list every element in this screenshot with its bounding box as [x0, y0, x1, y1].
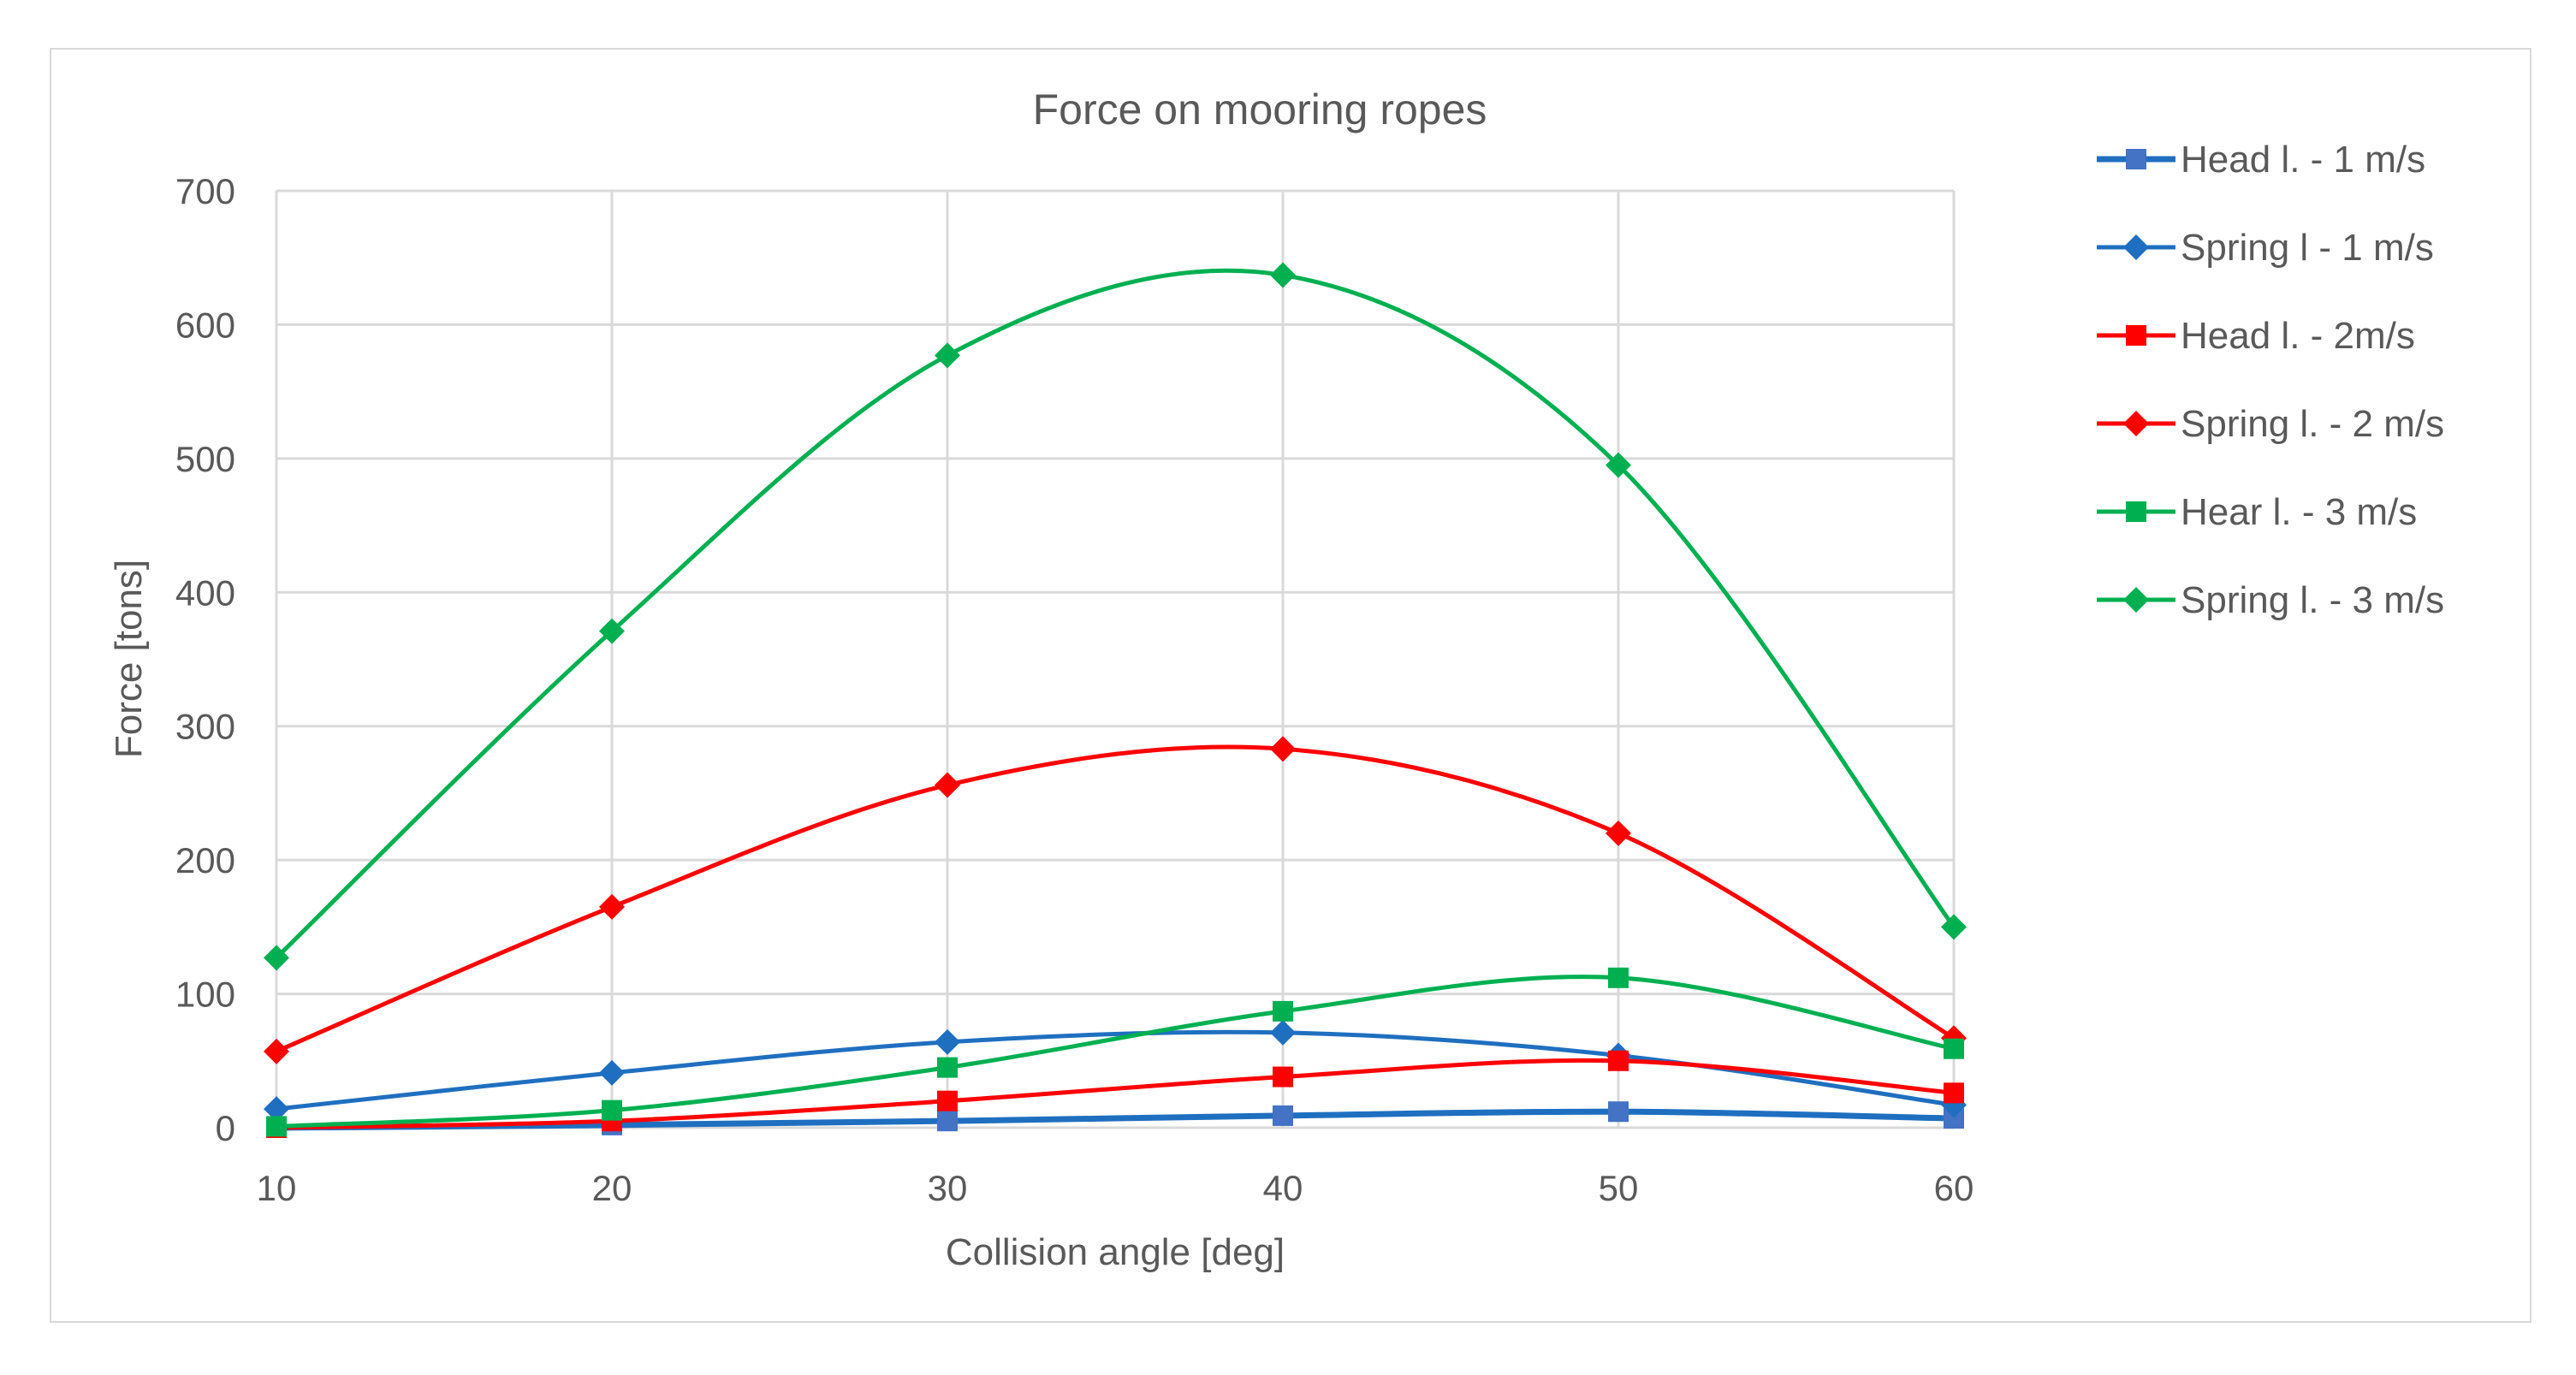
legend-item: Head l. - 1 m/s — [2097, 139, 2425, 181]
y-tick-label: 200 — [175, 840, 235, 880]
data-point-square — [266, 1116, 287, 1137]
series-line — [273, 1108, 1957, 1131]
series-4 — [264, 736, 1967, 1064]
data-point-square — [1273, 1105, 1293, 1126]
data-point-square — [937, 1090, 958, 1111]
series-6 — [264, 262, 1967, 971]
data-point-diamond — [935, 342, 960, 369]
data-point-diamond — [935, 772, 960, 798]
series-3 — [266, 1050, 1964, 1138]
legend-label: Hear l. - 3 m/s — [2181, 491, 2417, 533]
x-axis-ticks: 10 20 30 40 50 60 — [257, 1168, 1974, 1208]
series-line — [274, 268, 1956, 960]
data-point-square — [1273, 1000, 1293, 1022]
legend: Head l. - 1 m/s Spring l - 1 m/s Head l. -… — [2097, 139, 2444, 621]
series-line — [274, 975, 1956, 1129]
y-tick-label: 400 — [175, 572, 235, 613]
series-5 — [266, 967, 1964, 1137]
data-point-diamond — [264, 1096, 289, 1123]
series-line — [274, 1058, 1956, 1130]
x-tick-label: 40 — [1263, 1168, 1303, 1208]
y-axis-ticks: 0 100 200 300 400 500 600 700 — [175, 171, 235, 1148]
x-tick-label: 10 — [257, 1168, 297, 1208]
data-point-square — [1608, 967, 1629, 988]
series-line — [274, 1029, 1956, 1111]
data-point-square — [1944, 1038, 1964, 1059]
data-point-diamond — [1941, 914, 1967, 940]
y-axis-label: Force [tons] — [108, 560, 150, 758]
data-point-diamond — [599, 893, 625, 920]
legend-item: Spring l. - 3 m/s — [2097, 579, 2444, 621]
legend-marker-diamond — [2123, 411, 2149, 436]
data-point-diamond — [264, 1038, 289, 1064]
data-point-square — [602, 1099, 622, 1121]
legend-label: Spring l. - 2 m/s — [2181, 403, 2444, 445]
y-tick-label: 300 — [175, 707, 235, 747]
data-point-diamond — [1606, 820, 1631, 846]
y-tick-label: 700 — [175, 171, 235, 211]
x-tick-label: 60 — [1934, 1168, 1974, 1208]
data-point-diamond — [935, 1028, 960, 1055]
data-point-diamond — [1270, 736, 1296, 762]
legend-marker-diamond — [2123, 234, 2149, 260]
data-point-diamond — [1606, 452, 1631, 478]
data-point-square — [937, 1111, 958, 1132]
legend-label: Spring l - 1 m/s — [2181, 227, 2434, 269]
chart-title: Force on mooring ropes — [1033, 86, 1487, 133]
legend-marker-square — [2126, 501, 2146, 522]
y-tick-label: 100 — [175, 975, 235, 1015]
data-point-square — [1608, 1101, 1629, 1123]
y-tick-label: 500 — [175, 439, 235, 479]
data-point-diamond — [264, 945, 289, 971]
legend-item: Spring l. - 2 m/s — [2097, 403, 2444, 445]
series-1 — [266, 1101, 1964, 1138]
legend-item: Spring l - 1 m/s — [2097, 227, 2434, 269]
legend-marker-diamond — [2123, 587, 2149, 613]
data-point-diamond — [599, 1059, 625, 1086]
legend-marker-square — [2126, 325, 2146, 346]
data-point-diamond — [1270, 262, 1296, 288]
x-tick-label: 30 — [928, 1168, 968, 1208]
x-axis-label: Collision angle [deg] — [946, 1231, 1285, 1273]
legend-label: Head l. - 2m/s — [2181, 315, 2415, 357]
legend-label: Head l. - 1 m/s — [2181, 139, 2425, 181]
legend-item: Hear l. - 3 m/s — [2097, 491, 2417, 533]
data-point-diamond — [1270, 1019, 1296, 1046]
legend-marker-square — [2126, 149, 2146, 169]
data-point-square — [1944, 1082, 1964, 1104]
series-layer — [264, 262, 1967, 1138]
y-tick-label: 600 — [175, 305, 235, 345]
series-line — [274, 744, 1956, 1054]
legend-label: Spring l. - 3 m/s — [2181, 579, 2444, 621]
x-tick-label: 50 — [1599, 1168, 1639, 1208]
series-2 — [264, 1019, 1967, 1123]
data-point-square — [1273, 1066, 1293, 1088]
legend-item: Head l. - 2m/s — [2097, 315, 2415, 357]
data-point-square — [937, 1057, 958, 1078]
data-point-square — [1608, 1050, 1629, 1071]
y-tick-label: 0 — [216, 1108, 235, 1148]
x-tick-label: 20 — [592, 1168, 632, 1208]
data-point-diamond — [599, 618, 625, 644]
